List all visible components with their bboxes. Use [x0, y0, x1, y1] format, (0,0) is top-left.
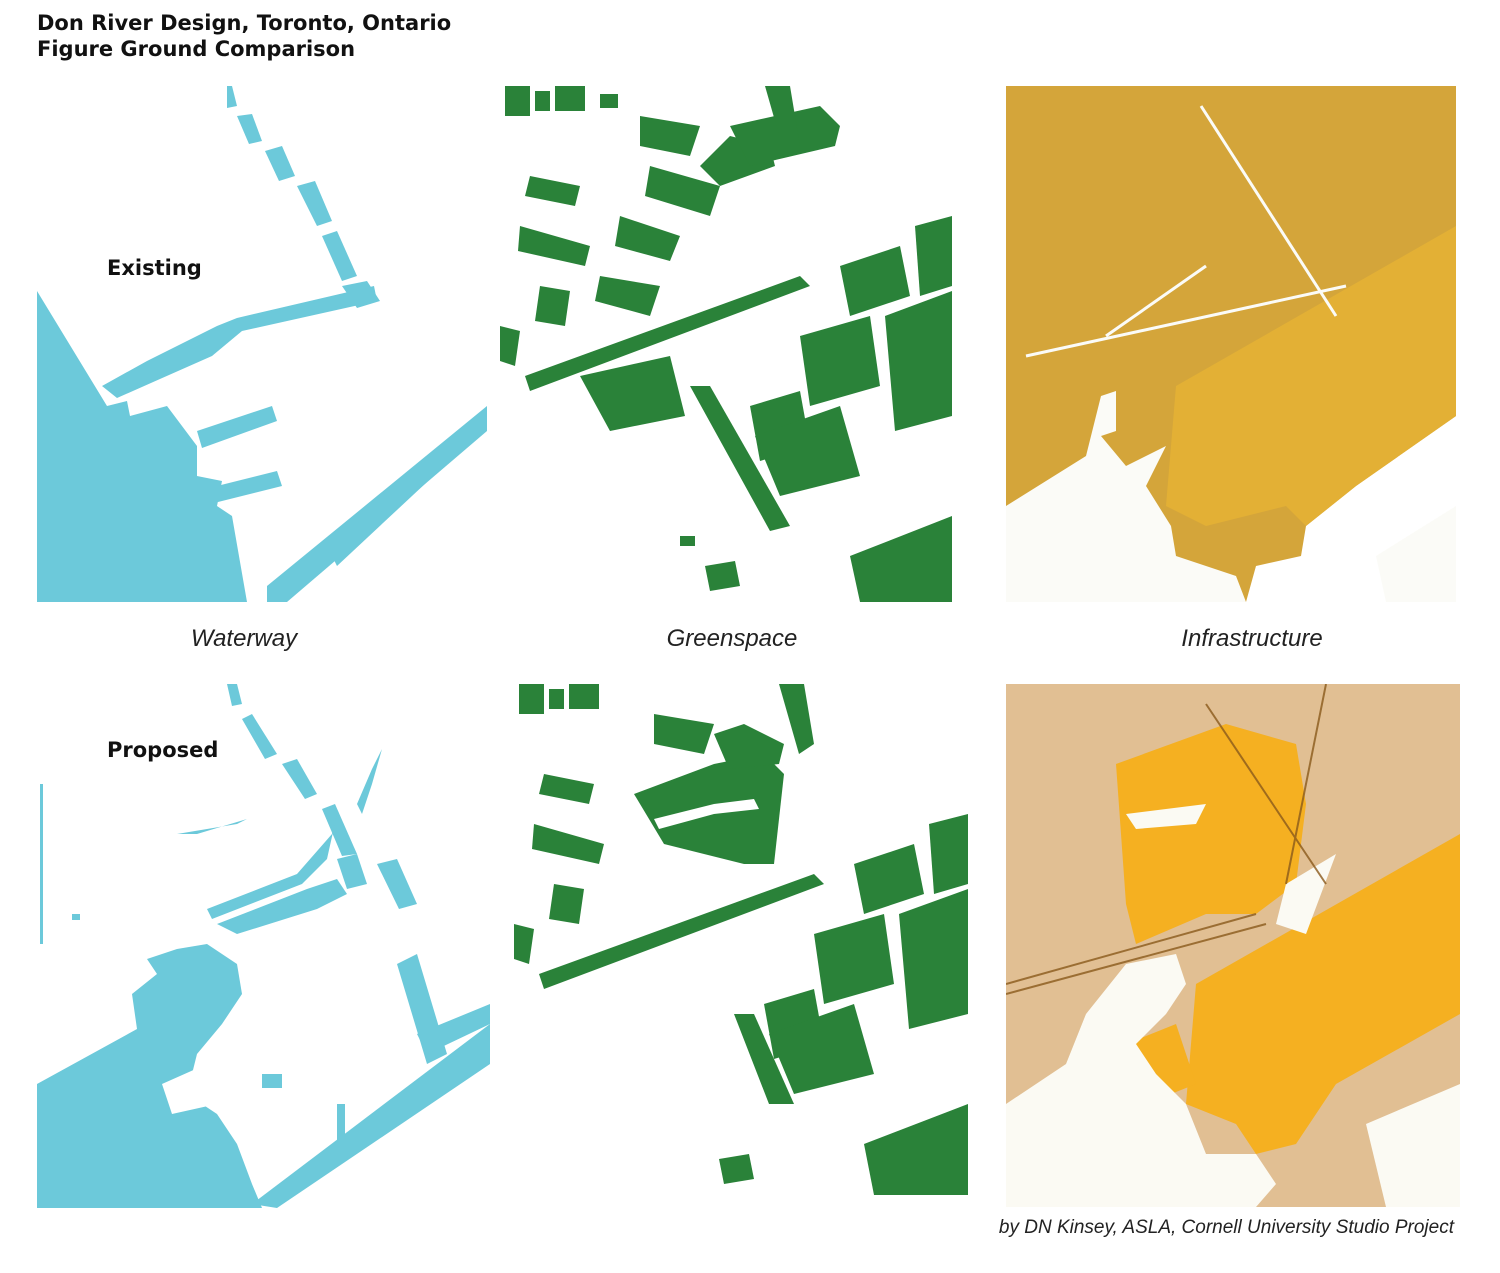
- title-block: Don River Design, Toronto, Ontario Figur…: [37, 10, 451, 62]
- label-proposed: Proposed: [107, 738, 219, 762]
- caption-greenspace: Greenspace: [666, 625, 798, 652]
- caption-infrastructure: Infrastructure: [1181, 625, 1323, 652]
- label-existing: Existing: [107, 256, 202, 280]
- proposed-infrastructure-map: [1006, 684, 1460, 1207]
- proposed-greenspace-map: [514, 684, 968, 1195]
- page-title: Don River Design, Toronto, Ontario: [37, 11, 452, 35]
- caption-waterway: Waterway: [190, 625, 298, 652]
- existing-infrastructure-map: [1006, 86, 1456, 602]
- proposed-waterway-map: [37, 684, 490, 1208]
- existing-greenspace-map: [500, 86, 952, 602]
- credit-line: by DN Kinsey, ASLA, Cornell University S…: [998, 1217, 1454, 1238]
- page-subtitle: Figure Ground Comparison: [37, 37, 356, 61]
- existing-waterway-map: [37, 86, 487, 602]
